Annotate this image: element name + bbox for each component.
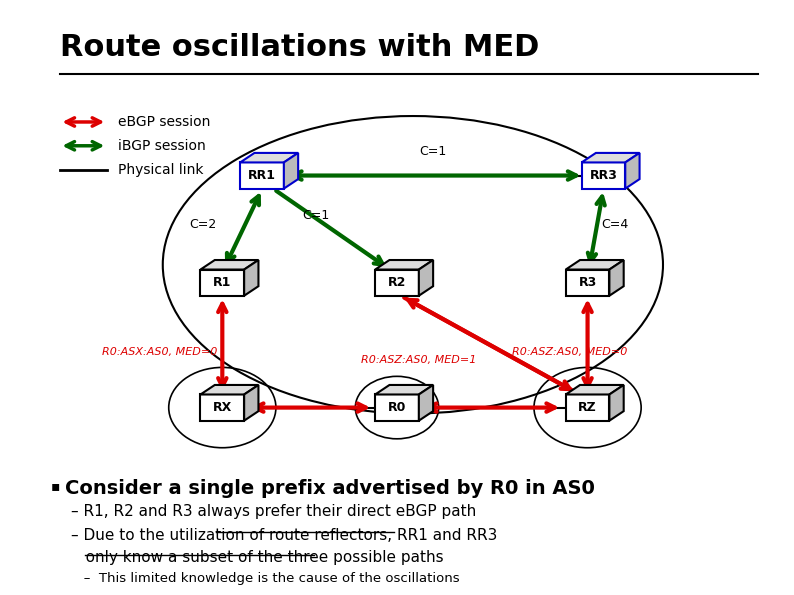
Text: R2: R2 bbox=[387, 276, 407, 289]
Text: iBGP session: iBGP session bbox=[118, 139, 206, 153]
Text: eBGP session: eBGP session bbox=[118, 115, 210, 129]
FancyBboxPatch shape bbox=[200, 394, 245, 421]
Polygon shape bbox=[245, 260, 259, 296]
Text: R0: R0 bbox=[387, 401, 407, 414]
Text: – R1, R2 and R3 always prefer their direct eBGP path: – R1, R2 and R3 always prefer their dire… bbox=[71, 504, 476, 519]
Text: R0:ASX:AS0, MED=0: R0:ASX:AS0, MED=0 bbox=[102, 347, 217, 357]
Text: only know a subset of the three possible paths: only know a subset of the three possible… bbox=[71, 550, 444, 565]
Text: –  This limited knowledge is the cause of the oscillations: – This limited knowledge is the cause of… bbox=[71, 572, 460, 585]
Text: C=1: C=1 bbox=[303, 209, 330, 223]
Polygon shape bbox=[200, 385, 259, 394]
Polygon shape bbox=[375, 385, 434, 394]
Polygon shape bbox=[626, 153, 640, 189]
FancyBboxPatch shape bbox=[200, 270, 245, 296]
Text: R1: R1 bbox=[213, 276, 232, 289]
Text: Physical link: Physical link bbox=[118, 162, 203, 177]
Text: RX: RX bbox=[213, 401, 232, 414]
Polygon shape bbox=[565, 385, 624, 394]
Text: C=2: C=2 bbox=[189, 218, 216, 231]
Text: R0:ASZ:AS0, MED=1: R0:ASZ:AS0, MED=1 bbox=[361, 355, 476, 365]
Text: C=1: C=1 bbox=[419, 145, 446, 158]
Polygon shape bbox=[375, 260, 434, 270]
Polygon shape bbox=[581, 153, 640, 162]
Text: RR3: RR3 bbox=[589, 169, 618, 182]
FancyBboxPatch shape bbox=[565, 394, 610, 421]
Text: RR1: RR1 bbox=[248, 169, 276, 182]
Text: Route oscillations with MED: Route oscillations with MED bbox=[60, 33, 539, 62]
Polygon shape bbox=[240, 153, 299, 162]
Polygon shape bbox=[610, 385, 624, 421]
Polygon shape bbox=[419, 260, 434, 296]
FancyBboxPatch shape bbox=[375, 394, 419, 421]
Polygon shape bbox=[200, 260, 259, 270]
Text: C=4: C=4 bbox=[602, 218, 629, 231]
Text: RZ: RZ bbox=[578, 401, 597, 414]
Polygon shape bbox=[245, 385, 259, 421]
Text: – Due to the utilization of route reflectors, RR1 and RR3: – Due to the utilization of route reflec… bbox=[71, 528, 498, 543]
Text: R0:ASZ:AS0, MED=0: R0:ASZ:AS0, MED=0 bbox=[512, 347, 627, 357]
Text: R3: R3 bbox=[579, 276, 596, 289]
Text: Consider a single prefix advertised by R0 in AS0: Consider a single prefix advertised by R… bbox=[65, 479, 595, 498]
Polygon shape bbox=[565, 260, 624, 270]
Polygon shape bbox=[419, 385, 434, 421]
FancyBboxPatch shape bbox=[240, 162, 283, 189]
FancyBboxPatch shape bbox=[375, 270, 419, 296]
FancyBboxPatch shape bbox=[581, 162, 626, 189]
Polygon shape bbox=[610, 260, 624, 296]
Text: ▪: ▪ bbox=[51, 479, 60, 493]
Polygon shape bbox=[284, 153, 299, 189]
FancyBboxPatch shape bbox=[565, 270, 610, 296]
